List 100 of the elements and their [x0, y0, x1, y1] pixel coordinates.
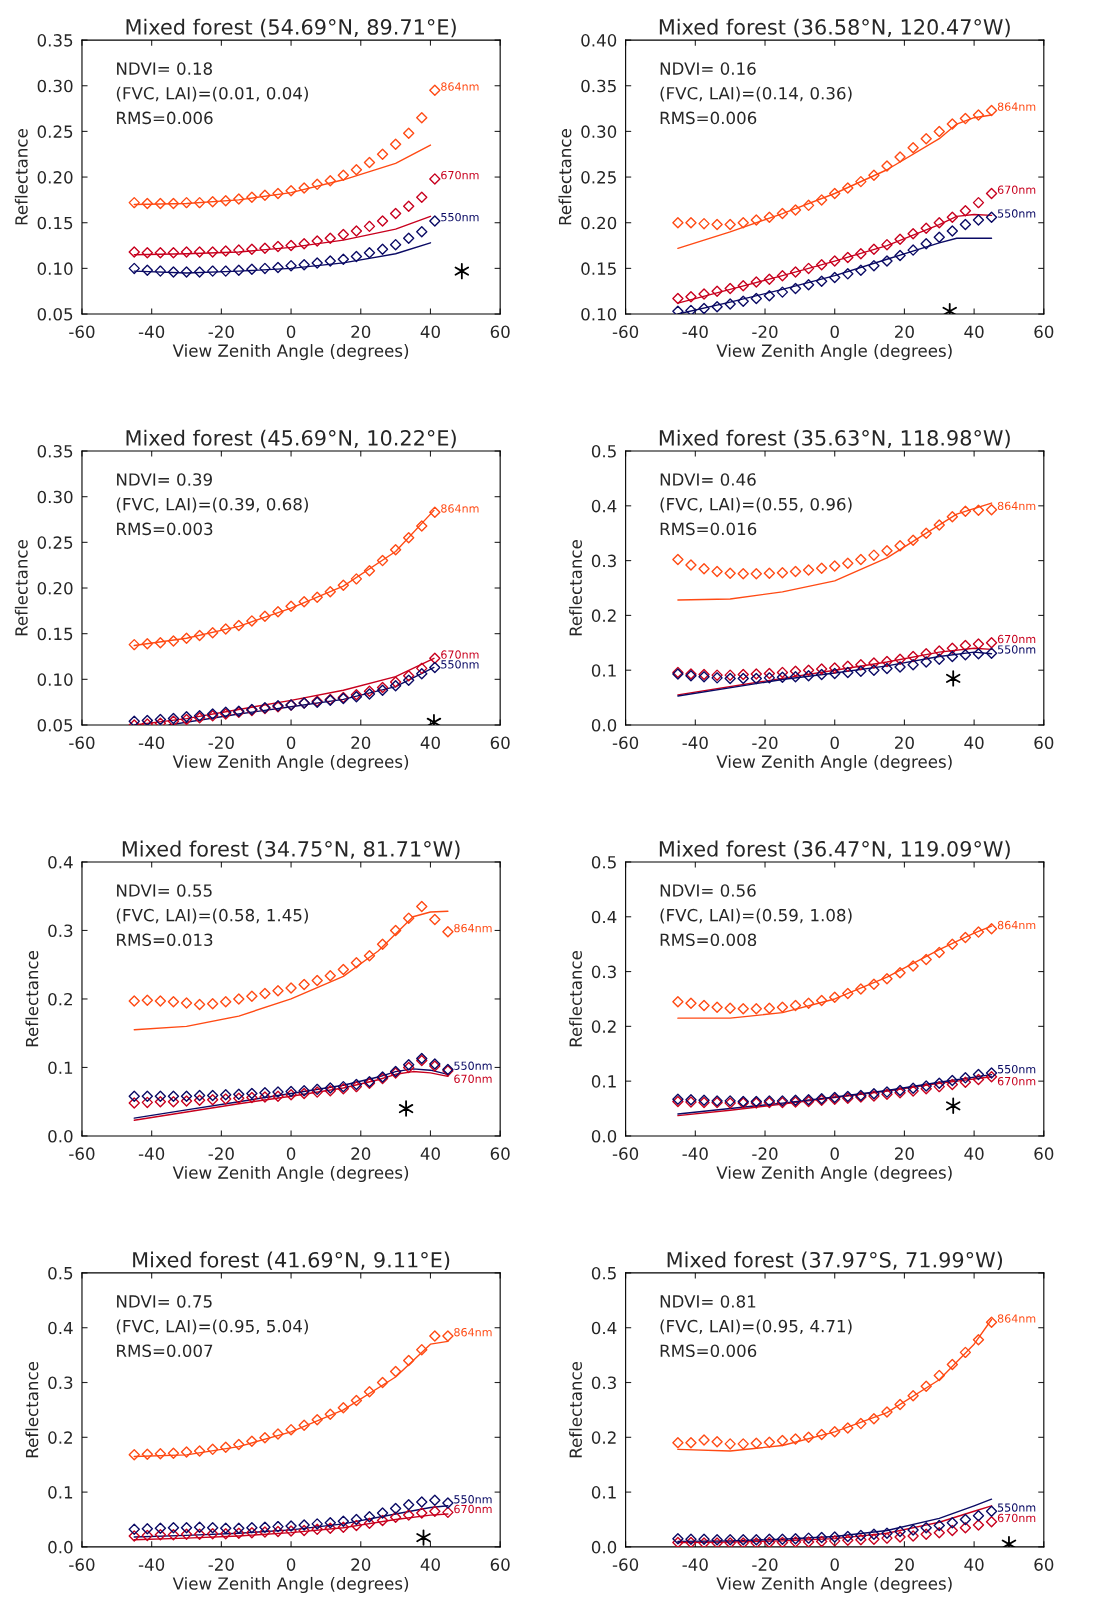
y-tick-label: 0.30	[37, 490, 73, 504]
annotation: (FVC, LAI)=(0.55, 0.96)	[660, 497, 852, 513]
x-tick-label: -40	[682, 325, 708, 339]
x-axis-title: View Zenith Angle (degrees)	[172, 755, 409, 772]
y-tick-label: 0.1	[48, 1486, 73, 1499]
y-tick-label: 0.30	[581, 125, 617, 138]
chart-title: Mixed forest (36.58°N, 120.47°W)	[659, 18, 1010, 38]
y-tick-label: 0.10	[37, 673, 73, 686]
y-tick-label: 0.20	[37, 171, 73, 184]
y-tick-label: 0.35	[581, 79, 616, 93]
y-tick-label: 0.0	[48, 1540, 73, 1554]
x-tick-label: 20	[895, 1558, 914, 1571]
x-axis-title: View Zenith Angle (degrees)	[716, 344, 952, 361]
y-tick-label: 0.1	[591, 1075, 616, 1088]
series-label: 864nm	[441, 504, 479, 513]
y-axis-title: Reflectance	[25, 950, 39, 1047]
chart-title: Mixed forest (36.47°N, 119.09°W)	[659, 840, 1010, 860]
y-tick-label: 0.25	[37, 536, 73, 549]
annotation: NDVI= 0.55	[117, 884, 212, 897]
x-tick-label: -60	[69, 736, 95, 750]
x-tick-label: 20	[895, 736, 914, 750]
x-tick-label: -60	[69, 1558, 95, 1571]
x-tick-label: 0	[286, 325, 296, 339]
series-label: 670nm	[997, 634, 1036, 644]
y-tick-label: 0.2	[591, 1431, 616, 1444]
y-axis-title: Reflectance	[569, 1361, 582, 1458]
y-tick-label: 0.20	[581, 216, 617, 230]
chart-title: Mixed forest (34.75°N, 81.71°W)	[122, 840, 460, 860]
x-tick-label: 60	[490, 325, 510, 339]
x-tick-label: 20	[351, 325, 371, 339]
x-tick-label: -20	[752, 1147, 778, 1160]
x-tick-label: 0	[830, 325, 839, 339]
x-tick-label: 60	[1034, 736, 1054, 750]
y-tick-label: 0.4	[48, 855, 73, 869]
x-tick-label: 20	[895, 325, 914, 339]
series-label: 864nm	[997, 501, 1036, 511]
x-tick-label: 20	[351, 1558, 371, 1571]
x-tick-label: -20	[752, 736, 778, 750]
x-tick-label: 40	[964, 1147, 984, 1160]
series-label: 864nm	[441, 82, 479, 91]
series-label: 550nm	[441, 212, 479, 222]
y-tick-label: 0.3	[48, 924, 73, 938]
x-tick-label: 0	[286, 1558, 296, 1571]
x-tick-label: 40	[420, 325, 440, 339]
annotation: RMS=0.016	[660, 522, 757, 536]
y-tick-label: 0.5	[48, 1266, 73, 1280]
x-tick-label: -40	[138, 325, 165, 339]
y-tick-label: 0.3	[591, 554, 616, 568]
x-tick-label: 40	[964, 325, 984, 339]
x-tick-label: 20	[351, 736, 371, 750]
y-tick-label: 0.10	[37, 262, 73, 275]
annotation: NDVI= 0.39	[117, 473, 212, 486]
y-tick-label: 0.35	[37, 444, 73, 458]
chart-title: Mixed forest (41.69°N, 9.11°E)	[133, 1251, 450, 1271]
series-label: 550nm	[454, 1495, 492, 1504]
x-axis-title: View Zenith Angle (degrees)	[172, 1576, 409, 1594]
x-tick-label: -40	[138, 1558, 165, 1571]
series-label: 550nm	[997, 209, 1036, 218]
y-tick-label: 0.0	[591, 1540, 617, 1554]
y-tick-label: 0.1	[591, 1486, 616, 1499]
annotation: RMS=0.006	[660, 1344, 757, 1358]
y-tick-label: 0.3	[591, 965, 616, 979]
chart-title: Mixed forest (45.69°N, 10.22°E)	[126, 429, 456, 449]
series-label: 670nm	[997, 1513, 1036, 1523]
annotation: NDVI= 0.18	[117, 62, 212, 75]
series-label: 670nm	[441, 170, 479, 180]
x-tick-label: 60	[490, 1147, 510, 1160]
x-tick-label: -40	[682, 1147, 708, 1160]
annotation: (FVC, LAI)=(0.58, 1.45)	[116, 908, 308, 924]
x-tick-label: 40	[964, 736, 984, 750]
y-tick-label: 0.15	[581, 262, 616, 275]
series-label: 670nm	[454, 1504, 492, 1514]
y-tick-label: 0.2	[591, 1020, 616, 1033]
y-tick-label: 0.35	[37, 34, 73, 47]
y-tick-label: 0.30	[37, 79, 73, 93]
y-tick-label: 0.2	[591, 609, 616, 622]
annotation: (FVC, LAI)=(0.14, 0.36)	[660, 86, 852, 102]
annotation: NDVI= 0.56	[660, 884, 756, 897]
y-tick-label: 0.05	[37, 308, 73, 321]
annotation: (FVC, LAI)=(0.95, 4.71)	[660, 1319, 852, 1335]
x-tick-label: 60	[490, 1558, 510, 1571]
x-tick-label: -40	[138, 1147, 165, 1160]
series-label: 550nm	[441, 660, 479, 669]
y-tick-label: 0.5	[591, 855, 616, 869]
y-tick-label: 0.4	[591, 1321, 617, 1335]
x-axis-title: View Zenith Angle (degrees)	[716, 755, 952, 772]
series-label: 550nm	[454, 1061, 492, 1070]
x-tick-label: 40	[964, 1558, 984, 1571]
x-tick-label: 60	[490, 736, 510, 750]
annotation: (FVC, LAI)=(0.95, 5.04)	[116, 1319, 308, 1335]
x-tick-label: 40	[420, 1558, 440, 1571]
x-tick-label: -60	[612, 736, 639, 750]
x-tick-label: 0	[830, 1558, 839, 1571]
y-axis-title: Reflectance	[14, 129, 28, 225]
x-tick-label: -40	[682, 1558, 708, 1571]
annotation: NDVI= 0.75	[117, 1295, 212, 1308]
series-label: 550nm	[997, 1064, 1036, 1074]
y-tick-label: 0.1	[591, 664, 616, 677]
x-tick-label: -20	[752, 1558, 778, 1571]
series-label: 550nm	[997, 645, 1036, 654]
